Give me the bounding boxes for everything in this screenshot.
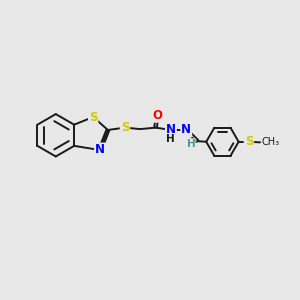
Text: H: H xyxy=(187,139,195,148)
Text: S: S xyxy=(245,135,253,148)
Text: N: N xyxy=(181,124,191,136)
Text: S: S xyxy=(121,121,129,134)
Text: N: N xyxy=(95,143,105,157)
Text: N: N xyxy=(166,124,176,136)
Text: H: H xyxy=(166,134,175,144)
Text: S: S xyxy=(89,110,98,124)
Text: O: O xyxy=(152,109,162,122)
Text: CH₃: CH₃ xyxy=(261,137,279,147)
